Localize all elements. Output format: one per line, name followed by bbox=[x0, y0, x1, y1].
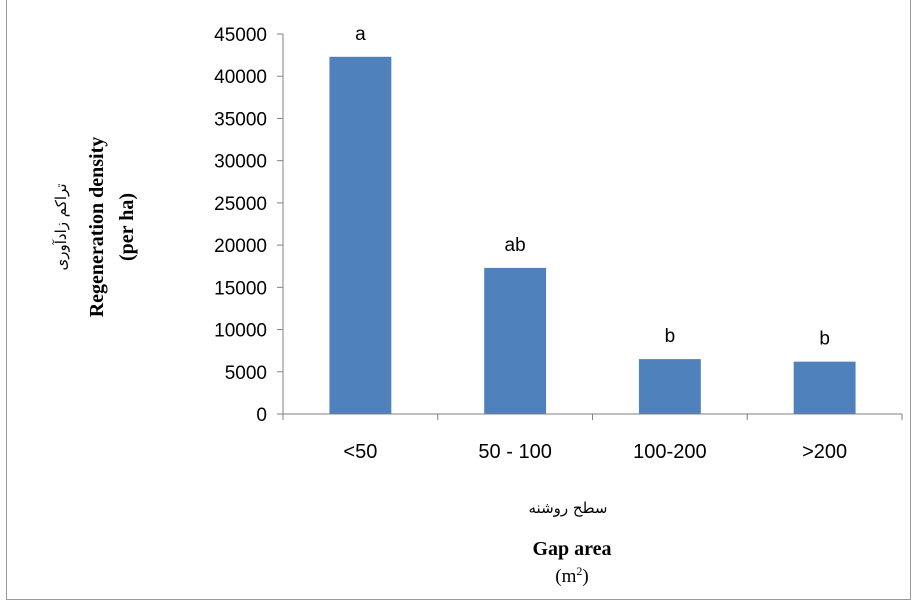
y-tick-label: 40000 bbox=[214, 67, 267, 88]
bar bbox=[638, 359, 701, 414]
y-tick-label: 10000 bbox=[214, 321, 267, 342]
x-tick-label: 50 - 100 bbox=[478, 441, 551, 463]
significance-label: a bbox=[355, 24, 366, 45]
y-tick-label: 15000 bbox=[214, 278, 267, 299]
significance-label: b bbox=[819, 329, 830, 350]
significance-label: b bbox=[665, 326, 676, 347]
significance-labels: a ab b b bbox=[355, 24, 830, 350]
y-axis-title-fa: تراکم زادآوری bbox=[52, 184, 70, 271]
bar bbox=[793, 361, 856, 414]
y-axis-title: Regeneration density bbox=[86, 137, 108, 318]
x-tick-label: >200 bbox=[802, 441, 847, 463]
y-axis-ticks: 0 5000 10000 15000 20000 25000 30000 35000 40000… bbox=[214, 25, 283, 426]
x-axis-title-unit: (m2) bbox=[555, 564, 588, 587]
y-tick-label: 45000 bbox=[214, 25, 267, 46]
y-tick-label: 20000 bbox=[214, 236, 267, 257]
bar bbox=[329, 56, 392, 415]
y-tick-label: 30000 bbox=[214, 152, 267, 173]
y-axis-title-unit: (per ha) bbox=[116, 193, 138, 261]
significance-label: ab bbox=[505, 235, 526, 256]
x-axis-title: Gap area bbox=[532, 538, 611, 560]
y-tick-label: 35000 bbox=[214, 109, 267, 130]
bars bbox=[329, 56, 856, 415]
bar bbox=[484, 267, 547, 414]
y-tick-label: 5000 bbox=[225, 363, 267, 384]
x-axis-title-fa: سطح روشنه bbox=[529, 499, 608, 517]
y-tick-label: 25000 bbox=[214, 194, 267, 215]
y-tick-label: 0 bbox=[256, 405, 267, 426]
x-tick-label: <50 bbox=[343, 441, 377, 463]
chart-frame bbox=[6, 0, 911, 600]
x-tick-label: 100-200 bbox=[633, 441, 706, 463]
x-axis-ticks: <50 50 - 100 100-200 >200 bbox=[282, 414, 903, 463]
